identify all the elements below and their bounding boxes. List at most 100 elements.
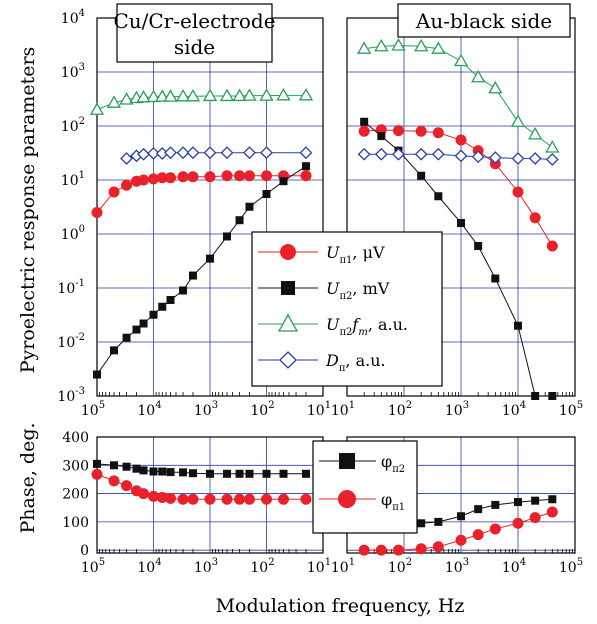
ylabel-top: Pyroelectric response parameters — [17, 47, 39, 374]
data-point-U_pi2 — [279, 177, 288, 186]
legend-label-phi_pi2: φπ2 — [381, 452, 405, 475]
panel-title-box — [116, 3, 273, 63]
y-tick-label: 300 — [62, 458, 89, 474]
data-point-U_pi2_fm — [545, 140, 560, 153]
data-point-U_pi1 — [234, 170, 246, 182]
data-point-phi_pi1 — [138, 488, 150, 500]
y-tick-label: 104 — [61, 8, 85, 27]
data-point-D_pi — [120, 152, 133, 165]
data-point-phi_pi2 — [110, 461, 119, 470]
data-point-U_pi2_fm — [431, 41, 446, 54]
data-point-phi_pi2 — [223, 469, 232, 478]
data-point-phi_pi1 — [455, 534, 467, 546]
data-point-phi_pi1 — [261, 493, 272, 505]
data-point-phi_pi2 — [491, 500, 500, 509]
ylabel-bottom: Phase, deg. — [17, 422, 39, 533]
data-point-D_pi — [147, 147, 160, 160]
data-point-D_pi — [488, 151, 502, 165]
data-point-U_pi2_fm — [259, 88, 274, 101]
data-point-U_pi2 — [132, 325, 141, 334]
legend-marker-D_pi — [279, 351, 297, 369]
data-point-phi_pi1 — [234, 493, 246, 505]
data-point-U_pi2 — [139, 319, 148, 328]
series-D_pi — [357, 147, 559, 166]
legend-circle — [280, 244, 296, 260]
data-point-phi_pi1 — [243, 493, 255, 505]
data-point-U_pi1 — [243, 170, 255, 182]
x-tick-label: 101 — [331, 557, 355, 576]
legend-marker-U_pi2_fm — [277, 313, 299, 332]
x-tick-label: 101 — [307, 400, 331, 419]
data-point-phi_pi2 — [417, 519, 426, 528]
panel-title-box — [397, 3, 571, 38]
data-point-U_pi1 — [261, 170, 272, 182]
data-point-phi_pi1 — [278, 493, 290, 505]
y-tick-label: 100 — [62, 515, 89, 531]
series-line-U_pi1 — [364, 129, 553, 247]
data-point-U_pi1 — [546, 240, 558, 252]
data-point-D_pi — [220, 146, 234, 160]
data-point-U_pi2_fm — [175, 88, 191, 102]
legend-box-phase — [312, 440, 418, 534]
x-tick-label: 105 — [559, 557, 583, 576]
data-point-phi_pi1 — [121, 480, 133, 492]
data-point-phi_pi2 — [122, 462, 131, 471]
y-tick-label: 10-2 — [57, 332, 85, 351]
data-point-U_pi1 — [204, 171, 216, 183]
panel-title: Au-black side — [415, 9, 552, 33]
series-phi_pi2 — [93, 459, 310, 478]
data-point-phi_pi1 — [177, 493, 189, 505]
data-point-U_pi1 — [91, 207, 103, 219]
data-point-phi_pi1 — [432, 541, 444, 553]
data-point-U_pi2_fm — [106, 95, 122, 108]
data-point-D_pi — [454, 149, 468, 163]
data-point-phi_pi1 — [546, 506, 558, 518]
data-point-phi_pi2 — [158, 467, 167, 476]
data-point-U_pi2 — [301, 162, 310, 171]
data-point-D_pi — [137, 147, 150, 161]
data-point-D_pi — [186, 146, 200, 160]
data-point-phi_pi2 — [166, 468, 175, 477]
data-point-phi_pi1 — [472, 529, 484, 541]
data-point-D_pi — [243, 146, 256, 160]
series-phi_pi1 — [91, 468, 312, 505]
data-point-phi_pi1 — [108, 475, 120, 487]
x-tick-label: 101 — [331, 400, 355, 419]
y-tick-label: 200 — [62, 487, 89, 503]
data-point-U_pi1 — [187, 171, 199, 183]
data-point-phi_pi1 — [91, 468, 103, 480]
data-point-U_pi2_fm — [163, 89, 178, 102]
data-point-U_pi2 — [223, 232, 232, 241]
data-point-U_pi2 — [149, 310, 158, 319]
data-point-D_pi — [392, 147, 405, 161]
data-point-U_pi2_fm — [146, 89, 161, 103]
data-point-U_pi2 — [548, 392, 557, 400]
data-point-U_pi2_fm — [185, 88, 201, 102]
series-U_pi2 — [93, 162, 310, 379]
data-point-phi_pi2 — [132, 464, 141, 473]
data-point-phi_pi2 — [434, 517, 443, 526]
x-tick-label: 103 — [445, 557, 469, 576]
legend-marker-U_pi1 — [280, 244, 296, 260]
y-tick-label: 101 — [61, 170, 85, 189]
data-point-phi_pi2 — [139, 466, 148, 475]
data-point-U_pi2 — [235, 216, 244, 225]
data-point-U_pi2 — [93, 370, 101, 379]
x-tick-label: 103 — [194, 400, 218, 419]
data-point-D_pi — [471, 150, 485, 164]
x-tick-label: 104 — [137, 400, 161, 419]
legend-square — [339, 453, 355, 469]
data-point-phi_pi2 — [206, 469, 214, 478]
data-point-U_pi2 — [188, 271, 197, 280]
data-point-U_pi2 — [377, 132, 386, 141]
legend-top: Uπ1, μV Uπ2, mV Uπ2fm, a.u. Dπ, a.u. — [251, 231, 443, 387]
data-point-U_pi1 — [512, 186, 524, 198]
data-point-U_pi2_fm — [488, 80, 503, 94]
data-point-U_pi2_fm — [374, 38, 389, 52]
data-point-phi_pi1 — [358, 544, 370, 556]
xlabel: Modulation frequency, Hz — [216, 595, 465, 617]
data-point-U_pi1 — [138, 174, 150, 186]
legend-bottom: φπ2 φπ1 — [312, 440, 418, 534]
data-point-D_pi — [299, 146, 313, 160]
